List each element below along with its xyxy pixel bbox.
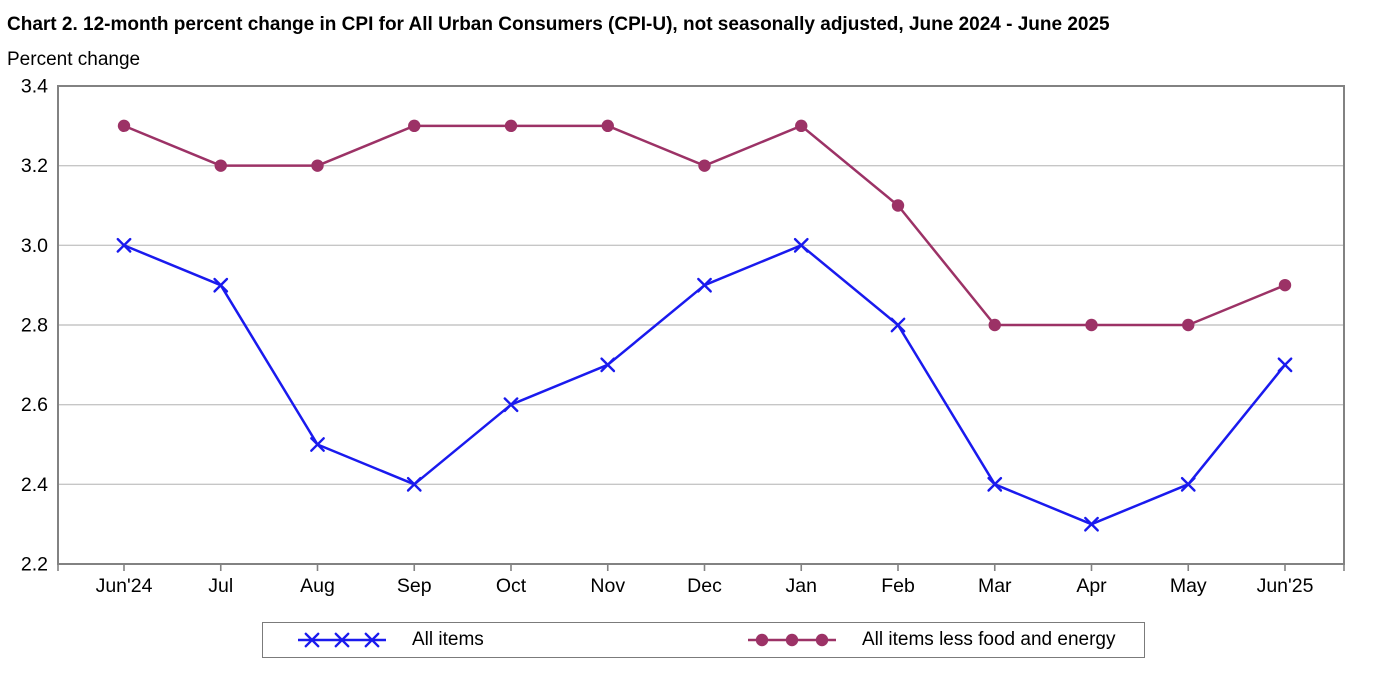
- plot-border: [57, 85, 1345, 565]
- series-marker-x: [364, 632, 380, 647]
- series-marker-x: [1084, 516, 1099, 532]
- x-tick-label: Sep: [397, 575, 432, 597]
- y-axis-unit-label: Percent change: [7, 49, 141, 70]
- y-tick-label: 2.2: [21, 554, 48, 576]
- series-marker-circle: [408, 119, 421, 133]
- series-marker-x: [600, 357, 616, 373]
- x-tick-label: Dec: [687, 575, 722, 597]
- series-marker-x: [890, 317, 906, 333]
- legend-label-all-items: All items: [412, 628, 484, 650]
- x-tick-label: Aug: [300, 575, 335, 597]
- series-marker-circle: [785, 633, 799, 646]
- x-tick-label: Oct: [496, 575, 527, 597]
- y-tick-label: 2.4: [21, 474, 48, 496]
- series-marker-x: [987, 476, 1003, 492]
- series-marker-circle: [601, 119, 614, 133]
- series-marker-circle: [311, 159, 324, 172]
- series-line-core: [123, 124, 1286, 327]
- x-tick-label: Apr: [1076, 575, 1107, 597]
- y-tick-label: 2.8: [21, 315, 48, 337]
- legend-item-all-items: All items: [296, 623, 484, 656]
- legend-sample-all-items: [298, 632, 386, 647]
- series-marker-circle: [1085, 318, 1098, 332]
- series-marker-circle: [755, 633, 769, 646]
- series-marker-x: [116, 237, 132, 253]
- series-marker-x: [697, 277, 712, 293]
- x-tick-label: Nov: [590, 575, 625, 597]
- y-tick-label: 3.4: [21, 76, 48, 98]
- x-tick-label: Jul: [208, 575, 233, 597]
- x-tick-label: Jan: [786, 575, 817, 597]
- legend-label-all-items-less-food-energy: All items less food and energy: [862, 628, 1116, 650]
- series-line-all-items: [123, 244, 1286, 526]
- legend-box: All items All items less food and energy: [262, 622, 1145, 658]
- x-tick-label: May: [1170, 575, 1207, 597]
- series-marker-x: [310, 437, 325, 452]
- series-marker-circle: [698, 159, 711, 172]
- series-marker-x: [304, 632, 320, 647]
- series-marker-circle: [891, 199, 905, 212]
- series-marker-circle: [504, 119, 518, 133]
- chart-title: Chart 2. 12-month percent change in CPI …: [7, 14, 1110, 35]
- series-marker-x: [503, 397, 519, 413]
- series-marker-x: [406, 476, 422, 492]
- x-tick-label: Mar: [978, 575, 1012, 597]
- y-tick-label: 3.2: [21, 155, 48, 177]
- legend-sample-all-items-less-food-energy: [748, 633, 836, 646]
- series-marker-circle: [988, 318, 1001, 332]
- series-marker-circle: [117, 119, 131, 133]
- series-marker-x: [1277, 357, 1293, 373]
- x-tick-label: Jun'24: [96, 575, 153, 597]
- series-marker-circle: [815, 633, 829, 646]
- y-tick-label: 3.0: [21, 235, 48, 257]
- series-marker-circle: [1278, 278, 1292, 292]
- series-marker-x: [334, 632, 350, 647]
- x-tick-label: Jun'25: [1257, 575, 1314, 597]
- x-tick-label: Feb: [881, 575, 915, 597]
- y-tick-label: 2.6: [21, 394, 48, 416]
- series-marker-x: [1180, 476, 1196, 492]
- series-marker-x: [213, 277, 229, 293]
- series-marker-circle: [795, 119, 808, 133]
- series-marker-circle: [214, 159, 227, 172]
- series-marker-x: [793, 237, 809, 253]
- series-marker-circle: [1182, 318, 1195, 332]
- legend-item-core-cpi: All items less food and energy: [746, 623, 1115, 656]
